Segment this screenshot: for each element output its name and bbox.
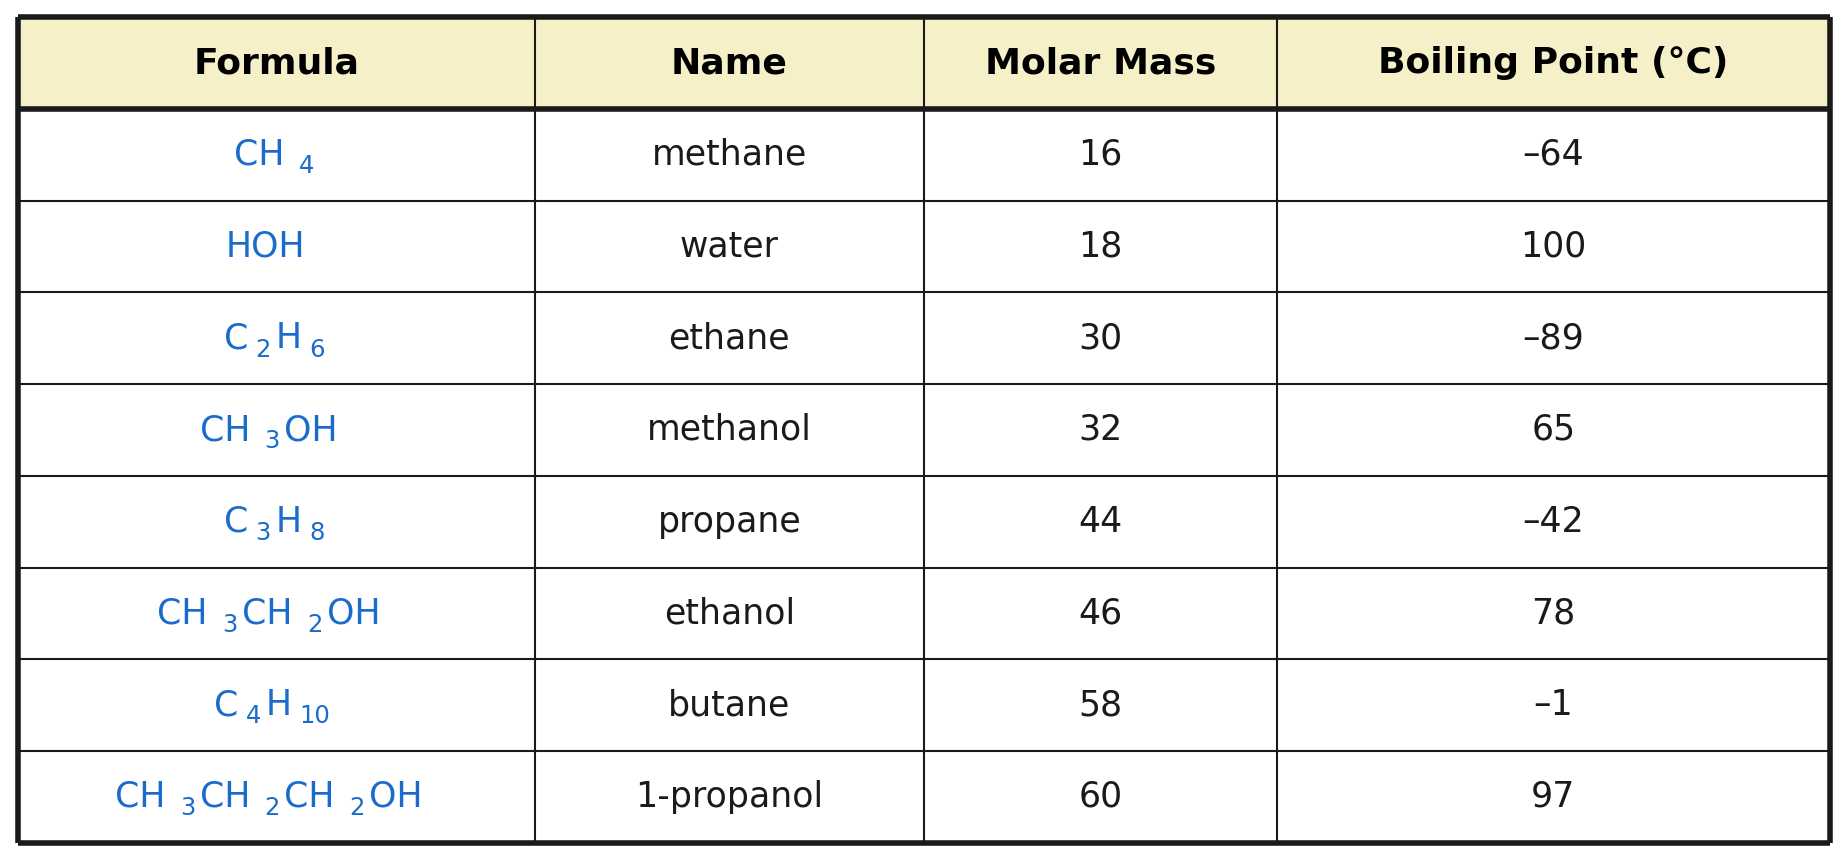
Bar xyxy=(18,292,1830,384)
Text: C: C xyxy=(224,505,249,538)
Bar xyxy=(18,200,1830,292)
Text: 4: 4 xyxy=(246,704,261,728)
Bar xyxy=(18,568,1830,660)
Text: ethane: ethane xyxy=(669,322,791,355)
Text: H: H xyxy=(275,322,301,355)
Text: 32: 32 xyxy=(1079,413,1124,447)
Text: HOH: HOH xyxy=(225,230,305,263)
Text: OH: OH xyxy=(285,413,338,447)
Text: 60: 60 xyxy=(1079,780,1122,814)
Text: 44: 44 xyxy=(1079,505,1124,538)
Text: H: H xyxy=(266,688,292,722)
Text: 6: 6 xyxy=(309,337,325,361)
Text: methanol: methanol xyxy=(647,413,811,447)
Text: 58: 58 xyxy=(1079,688,1122,722)
Text: 2: 2 xyxy=(264,796,281,820)
Text: 3: 3 xyxy=(179,796,196,820)
Text: CH: CH xyxy=(157,597,207,630)
Text: Molar Mass: Molar Mass xyxy=(985,46,1216,80)
Text: propane: propane xyxy=(658,505,802,538)
Bar xyxy=(18,751,1830,843)
Text: 3: 3 xyxy=(264,429,281,453)
Text: CH: CH xyxy=(115,780,164,814)
Bar xyxy=(18,476,1830,568)
Text: –64: –64 xyxy=(1523,138,1584,172)
Text: Formula: Formula xyxy=(194,46,360,80)
Text: C: C xyxy=(224,322,248,355)
Text: 46: 46 xyxy=(1079,597,1124,630)
Text: 3: 3 xyxy=(255,521,272,545)
Text: 1-propanol: 1-propanol xyxy=(636,780,824,814)
Text: OH: OH xyxy=(370,780,423,814)
Text: –42: –42 xyxy=(1523,505,1584,538)
Text: 100: 100 xyxy=(1521,230,1586,263)
Bar xyxy=(18,660,1830,751)
Text: 65: 65 xyxy=(1532,413,1574,447)
Text: –89: –89 xyxy=(1523,322,1584,355)
Text: CH: CH xyxy=(235,138,285,172)
Text: OH: OH xyxy=(327,597,381,630)
Text: 78: 78 xyxy=(1532,597,1576,630)
Text: CH: CH xyxy=(200,780,249,814)
Text: 8: 8 xyxy=(309,521,325,545)
Text: CH: CH xyxy=(200,413,249,447)
Bar xyxy=(18,384,1830,476)
Text: water: water xyxy=(680,230,778,263)
Text: methane: methane xyxy=(652,138,808,172)
Text: 2: 2 xyxy=(307,612,322,636)
Bar xyxy=(18,17,1830,109)
Text: CH: CH xyxy=(242,597,292,630)
Text: butane: butane xyxy=(669,688,791,722)
Text: 3: 3 xyxy=(222,612,238,636)
Text: –1: –1 xyxy=(1534,688,1573,722)
Text: C: C xyxy=(214,688,238,722)
Text: 16: 16 xyxy=(1079,138,1124,172)
Text: ethanol: ethanol xyxy=(663,597,795,630)
Text: Boiling Point (°C): Boiling Point (°C) xyxy=(1379,46,1728,80)
Text: 97: 97 xyxy=(1532,780,1576,814)
Text: 2: 2 xyxy=(349,796,364,820)
Text: 30: 30 xyxy=(1079,322,1122,355)
Text: H: H xyxy=(275,505,301,538)
Text: 10: 10 xyxy=(299,704,331,728)
Text: 2: 2 xyxy=(255,337,272,361)
Text: CH: CH xyxy=(285,780,334,814)
Text: Name: Name xyxy=(671,46,787,80)
Bar xyxy=(18,109,1830,200)
Text: 18: 18 xyxy=(1079,230,1124,263)
Text: 4: 4 xyxy=(299,154,314,178)
